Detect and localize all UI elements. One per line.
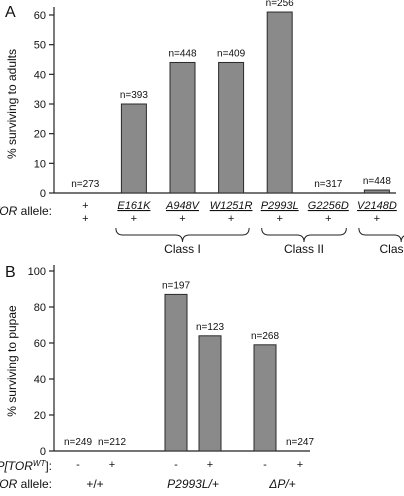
panel-b-n-label: n=197	[162, 280, 191, 291]
panel-b-row-label: TOR allele:	[0, 477, 52, 491]
panel-b-y-axis-title: % surviving to pupae	[5, 305, 19, 417]
panel-b-n-label: n=268	[251, 331, 280, 342]
panel-b-y-tick-label: 60	[34, 338, 46, 350]
panel-a-genotype-top-label: G2256D	[308, 200, 349, 212]
panel-a-genotype-bottom-label: +	[131, 213, 137, 225]
panel-b-bar	[253, 344, 277, 452]
panel-a-group-brace	[115, 227, 250, 243]
panel-a-n-label: n=393	[120, 90, 149, 101]
panel-b-transgene-sup: WT	[33, 459, 47, 468]
panel-a-bar	[169, 61, 196, 194]
panel-a-genotype-top-label: A948V	[165, 200, 201, 212]
panel-a-genotype-bottom-label: +	[179, 213, 185, 225]
panel-b-transgene-label: -	[263, 459, 267, 471]
panel-a-letter: A	[5, 4, 16, 21]
panel-b-transgene-main: P[TOR	[0, 459, 33, 473]
panel-a-n-label: n=448	[363, 176, 392, 187]
panel-b-n-label: n=212	[98, 437, 127, 448]
panel-b-letter: B	[5, 264, 16, 281]
panel-b-bar	[198, 335, 222, 452]
panel-b-y-tick-label: 80	[34, 302, 46, 314]
panel-a-y-tick-label: 50	[34, 40, 46, 52]
panel-a-bar	[266, 11, 293, 194]
panel-b-transgene-label: -	[174, 459, 178, 471]
panel-a-y-tick-label: 20	[34, 129, 46, 141]
panel-a-y-tick-label: 10	[34, 158, 46, 170]
panel-a-y-tick-label: 40	[34, 69, 46, 81]
panel-a-genotype-top-label: +	[82, 200, 88, 212]
panel-b-genotype-label: ΔP/+	[268, 477, 295, 491]
panel-a-row-label: TOR allele:	[0, 204, 52, 218]
panel-b-transgene-row-label: P[TORWT]:	[0, 459, 52, 474]
panel-b-transgene-label: +	[297, 459, 303, 471]
panel-b-n-label: n=249	[64, 437, 93, 448]
panel-b-y-tick-label: 20	[34, 410, 46, 422]
panel-a-bar	[363, 189, 390, 194]
panel-a-group-brace	[261, 227, 347, 243]
panel-a-y-axis-title: % surviving to adults	[5, 49, 19, 159]
panel-b-y-tick-label: 0	[40, 446, 46, 458]
panel-b-y-tick-label: 100	[28, 266, 46, 278]
panel-a-genotype-top-label: P2993L	[261, 200, 299, 212]
panel-b-y-tick-label: 40	[34, 374, 46, 386]
panel-b-genotype-label: +/+	[86, 477, 103, 491]
panel-a-genotype-bottom-label: +	[82, 213, 88, 225]
panel-b-transgene-label: -	[76, 459, 80, 471]
panel-a-genotype-bottom-label: +	[228, 213, 234, 225]
panel-a-row-label-gene: TOR	[0, 204, 21, 218]
panel-b-n-label: n=247	[286, 437, 315, 448]
panel-a-y-tick-label: 60	[34, 10, 46, 22]
panel-b-transgene-tail: ]:	[45, 459, 52, 473]
panel-a-bar	[218, 61, 245, 194]
panel-a-n-label: n=409	[217, 48, 246, 59]
panel-a-genotype-top-label: W1251R	[210, 200, 253, 212]
panel-a-group-label: Class II	[284, 242, 324, 256]
panel-a-genotype-top-label: E161K	[117, 200, 151, 212]
panel-a-y-tick-label: 0	[40, 188, 46, 200]
panel-b-transgene-label: +	[109, 459, 115, 471]
panel-a-n-label: n=273	[71, 179, 100, 190]
panel-a-group-label: Class III	[380, 242, 404, 256]
panel-b-row-label-word: allele:	[21, 477, 52, 491]
panel-b-row-label-gene: TOR	[0, 477, 21, 491]
panel-a-genotype-bottom-label: +	[325, 213, 331, 225]
panel-a-genotype-top-label: V2148D	[357, 200, 397, 212]
panel-a-y-tick-label: 30	[34, 99, 46, 111]
panel-a-genotype-bottom-label: +	[276, 213, 282, 225]
panel-a-group-brace	[358, 227, 404, 243]
panel-b-genotype-label: P2993L/+	[167, 477, 219, 491]
panel-a-row-label-word: allele:	[21, 204, 52, 218]
panel-a-n-label: n=256	[266, 0, 295, 9]
panel-a-n-label: n=448	[168, 48, 197, 59]
panel-a-group-label: Class I	[164, 242, 201, 256]
panel-a-n-label: n=317	[314, 179, 343, 190]
panel-b-bar	[164, 293, 188, 452]
panel-a-bar	[120, 103, 147, 194]
panel-b-transgene-label: +	[207, 459, 213, 471]
panel-a-genotype-bottom-label: +	[374, 213, 380, 225]
panel-b-n-label: n=123	[196, 322, 225, 333]
